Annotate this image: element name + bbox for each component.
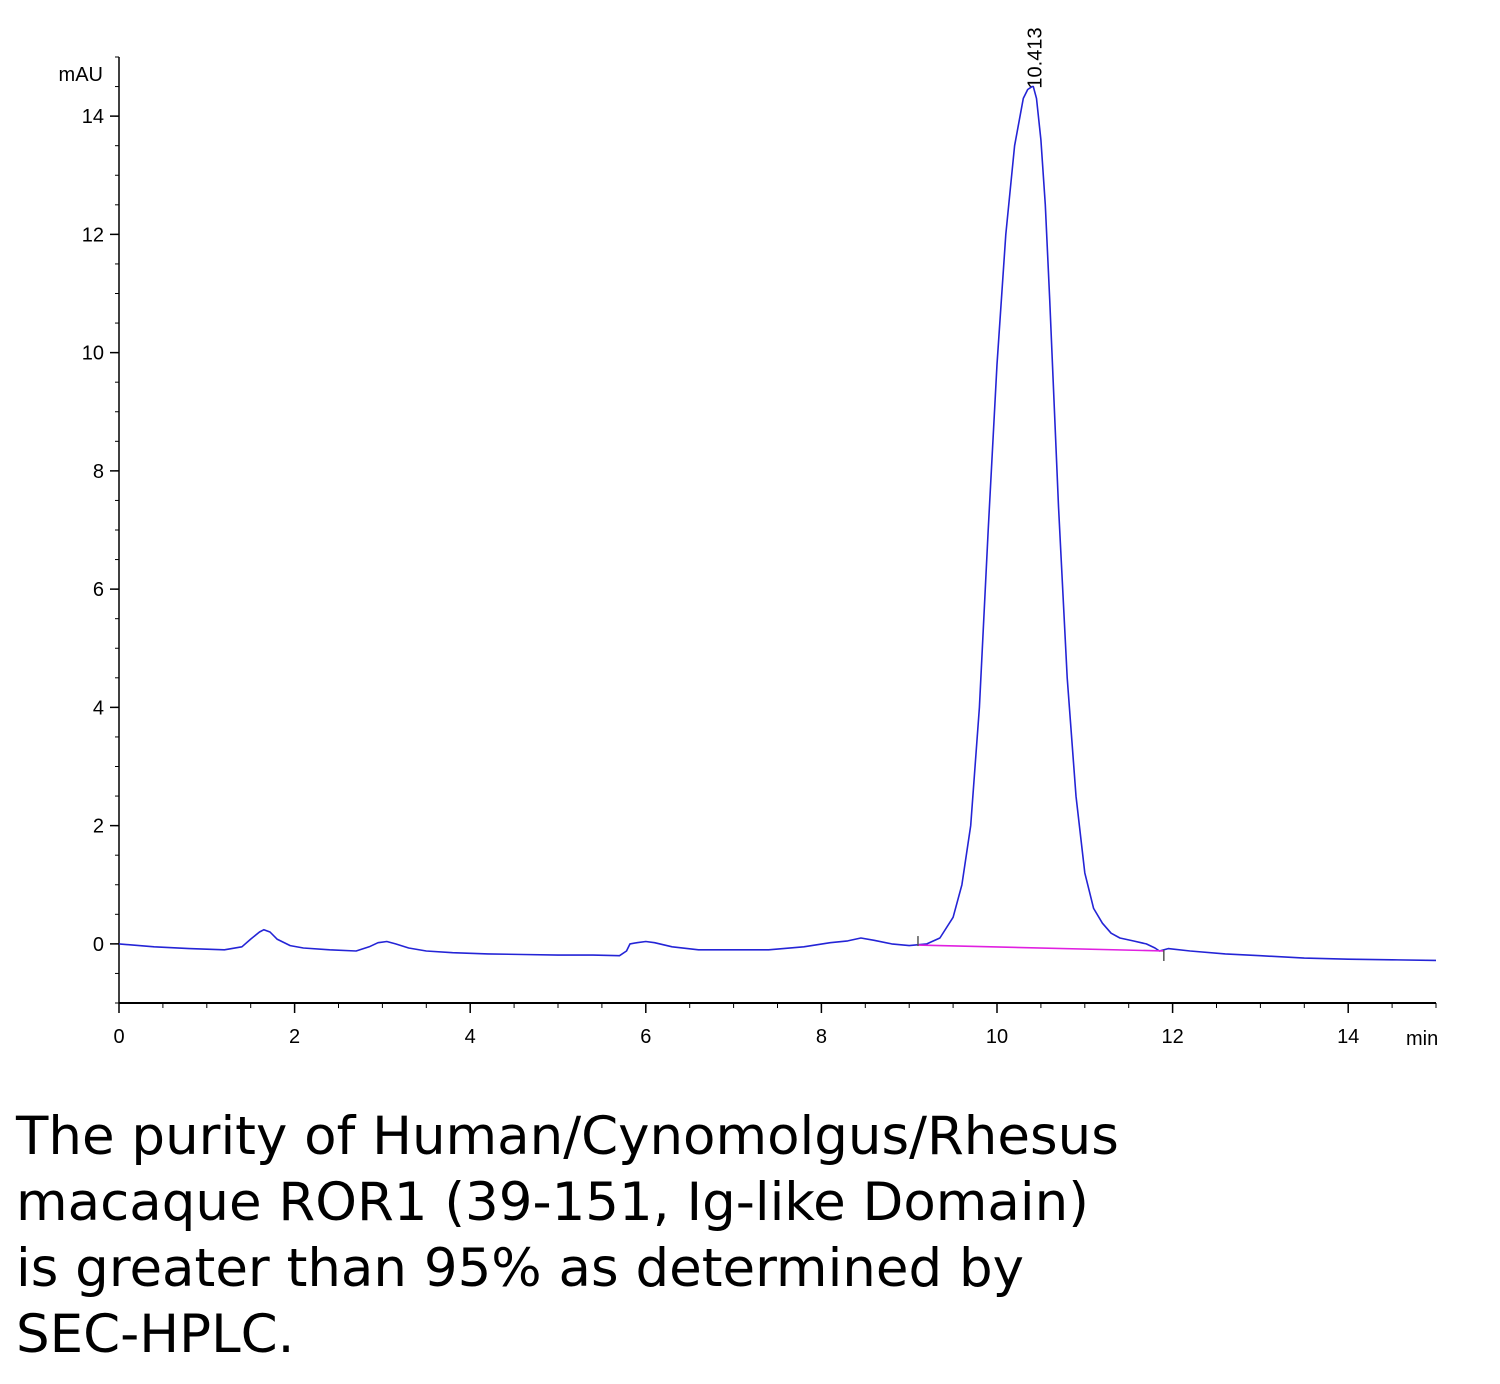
caption-line: The purity of Human/Cynomolgus/Rhesus	[16, 1106, 1119, 1167]
x-tick-label: 6	[640, 1026, 651, 1048]
x-axis-label: min	[1406, 1028, 1438, 1050]
y-tick-label: 6	[93, 579, 104, 601]
y-tick-label: 4	[93, 697, 104, 719]
x-tick-label: 0	[113, 1026, 124, 1048]
caption-line: macaque ROR1 (39-151, Ig-like Domain)	[16, 1172, 1089, 1233]
peak-annotations: 10.413	[1024, 27, 1046, 88]
caption-line: SEC-HPLC.	[16, 1304, 295, 1365]
y-tick-label: 10	[82, 343, 104, 365]
signal-series-line	[118, 85, 1437, 962]
x-axis-ticks: 0 2 4 6 8 10 12 14	[113, 1003, 1359, 1048]
caption-line: is greater than 95% as determined by	[16, 1238, 1024, 1299]
y-tick-label: 14	[82, 106, 104, 128]
x-tick-label: 10	[986, 1026, 1008, 1048]
y-tick-label: 0	[93, 934, 104, 956]
y-tick-label: 12	[82, 224, 104, 246]
x-tick-label: 4	[465, 1026, 476, 1048]
y-tick-label: 8	[93, 461, 104, 483]
chromatogram-chart: 0 2 4 6 8 10 12 14 0 2 4 6 8 10 12 14 mAU min 10.413	[59, 27, 1439, 1050]
y-axis-ticks: 0 2 4 6 8 10 12 14	[82, 106, 119, 956]
x-tick-label: 8	[816, 1026, 827, 1048]
peak-baseline-line	[917, 944, 1164, 952]
x-tick-label: 2	[289, 1026, 300, 1048]
x-tick-label: 12	[1161, 1026, 1183, 1048]
x-tick-label: 14	[1337, 1026, 1359, 1048]
y-tick-label: 2	[93, 816, 104, 838]
y-axis-label: mAU	[59, 64, 103, 86]
peak-retention-time-label: 10.413	[1024, 27, 1046, 88]
figure-caption: The purity of Human/Cynomolgus/Rhesus ma…	[16, 1104, 1476, 1368]
